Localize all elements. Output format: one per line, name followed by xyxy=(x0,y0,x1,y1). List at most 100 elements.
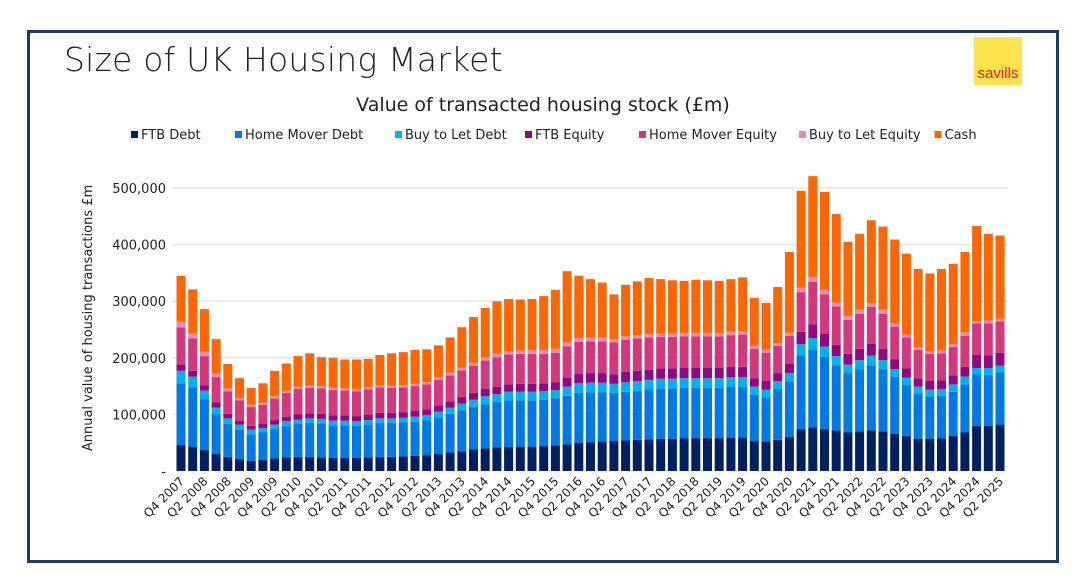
bar-segment-ftb-debt xyxy=(738,437,748,471)
bar-segment-ftb-equity xyxy=(211,402,221,408)
bar-segment-home-mover-equity xyxy=(562,346,572,378)
bar-segment-buy-to-let-debt xyxy=(948,384,958,392)
bar-segment-ftb-equity xyxy=(550,382,560,391)
bar-segment-home-mover-debt xyxy=(960,384,970,433)
bar-segment-buy-to-let-debt xyxy=(937,388,946,396)
bar-segment-ftb-equity xyxy=(878,348,888,361)
bar-segment-cash xyxy=(995,235,1005,319)
bar-segment-buy-to-let-debt xyxy=(539,391,549,400)
bar-segment-ftb-equity xyxy=(609,374,619,384)
bar-segment-buy-to-let-debt xyxy=(270,424,280,430)
bar-stack xyxy=(387,353,397,471)
bar-stack xyxy=(995,235,1005,471)
legend-swatch xyxy=(639,131,646,138)
bar-segment-buy-to-let-debt xyxy=(246,429,256,435)
bar-segment-cash xyxy=(644,277,654,335)
bar-segment-buy-to-let-debt xyxy=(609,383,619,393)
bar-segment-buy-to-let-equity xyxy=(878,309,888,314)
bar-segment-buy-to-let-equity xyxy=(293,386,303,389)
bar-segment-ftb-debt xyxy=(972,425,982,471)
bar-segment-ftb-debt xyxy=(422,455,432,471)
bar-segment-buy-to-let-debt xyxy=(831,356,841,366)
bar-segment-ftb-debt xyxy=(808,427,818,471)
bar-segment-ftb-equity xyxy=(562,377,572,387)
bar-segment-home-mover-equity xyxy=(843,319,853,354)
bar-segment-ftb-equity xyxy=(445,401,455,408)
bar-segment-ftb-debt xyxy=(983,425,993,471)
bar-segment-ftb-equity xyxy=(749,378,759,387)
bar-segment-home-mover-debt xyxy=(831,365,841,431)
bar-segment-cash xyxy=(176,275,186,322)
bar-segment-home-mover-debt xyxy=(562,395,572,445)
bar-stack xyxy=(305,353,315,471)
bar-segment-cash xyxy=(925,273,935,352)
bar-segment-home-mover-debt xyxy=(293,424,303,457)
bar-segment-buy-to-let-equity xyxy=(948,344,958,348)
bar-segment-cash xyxy=(515,299,525,351)
bar-segment-buy-to-let-debt xyxy=(433,411,443,418)
bar-segment-ftb-debt xyxy=(586,442,595,471)
bar-stack xyxy=(188,289,198,471)
bar-stack xyxy=(550,289,560,471)
bar-segment-buy-to-let-debt xyxy=(995,365,1005,373)
bar-segment-cash xyxy=(270,370,280,397)
bar-segment-ftb-debt xyxy=(527,446,537,471)
bar-stack xyxy=(714,280,724,471)
bar-segment-buy-to-let-debt xyxy=(586,382,595,393)
bar-stack xyxy=(328,357,338,471)
bar-segment-home-mover-debt xyxy=(726,386,736,438)
bar-segment-ftb-equity xyxy=(492,386,502,395)
bar-segment-cash xyxy=(586,279,595,338)
bar-segment-buy-to-let-equity xyxy=(773,343,783,346)
bar-segment-home-mover-equity xyxy=(550,352,560,383)
bar-segment-ftb-equity xyxy=(340,415,350,421)
bar-stack xyxy=(445,337,455,471)
bar-segment-ftb-debt xyxy=(925,438,935,471)
bar-segment-home-mover-equity xyxy=(258,404,268,425)
bar-stack xyxy=(258,383,268,471)
bar-segment-home-mover-equity xyxy=(726,335,736,367)
bar-segment-cash xyxy=(293,356,303,387)
bar-segment-buy-to-let-equity xyxy=(855,309,865,314)
bar-segment-cash xyxy=(972,225,982,322)
legend-label: Cash xyxy=(945,128,977,143)
bar-segment-buy-to-let-equity xyxy=(433,377,443,380)
chart-title: Value of transacted housing stock (£m) xyxy=(356,94,730,116)
bar-segment-home-mover-debt xyxy=(667,388,677,439)
bar-segment-ftb-debt xyxy=(492,447,502,471)
bar-segment-cash xyxy=(983,233,993,321)
bar-segment-ftb-debt xyxy=(656,438,666,471)
bar-segment-buy-to-let-equity xyxy=(808,276,818,282)
bar-stack xyxy=(176,275,186,471)
bar-segment-cash xyxy=(597,282,607,338)
bar-segment-cash xyxy=(550,289,560,349)
bar-segment-buy-to-let-equity xyxy=(398,384,408,388)
bar-segment-buy-to-let-equity xyxy=(960,332,970,336)
bar-segment-ftb-equity xyxy=(375,412,385,419)
bar-segment-ftb-debt xyxy=(176,444,186,471)
bar-segment-buy-to-let-equity xyxy=(901,334,911,338)
bar-segment-home-mover-debt xyxy=(901,384,911,436)
bar-segment-buy-to-let-equity xyxy=(656,333,666,337)
bar-segment-ftb-equity xyxy=(703,367,712,379)
bar-segment-home-mover-debt xyxy=(784,381,794,438)
bar-segment-home-mover-debt xyxy=(305,422,315,457)
bar-segment-home-mover-debt xyxy=(480,404,490,449)
bar-segment-ftb-equity xyxy=(527,383,537,392)
bar-segment-home-mover-equity xyxy=(515,353,525,384)
bar-segment-cash xyxy=(679,280,689,333)
bar-segment-ftb-equity xyxy=(433,405,443,412)
bar-segment-cash xyxy=(480,307,490,358)
bar-segment-buy-to-let-equity xyxy=(176,321,186,328)
bar-segment-buy-to-let-debt xyxy=(375,418,385,423)
bar-segment-buy-to-let-debt xyxy=(492,394,502,402)
bar-segment-ftb-equity xyxy=(422,409,432,415)
bar-segment-ftb-equity xyxy=(667,368,677,379)
bar-stack xyxy=(679,280,689,471)
bar-stack xyxy=(937,268,946,471)
bar-segment-home-mover-debt xyxy=(703,387,712,439)
bar-segment-home-mover-debt xyxy=(972,374,982,426)
bar-segment-buy-to-let-debt xyxy=(211,407,221,415)
bar-segment-buy-to-let-debt xyxy=(199,390,209,400)
bar-segment-home-mover-equity xyxy=(749,348,759,379)
